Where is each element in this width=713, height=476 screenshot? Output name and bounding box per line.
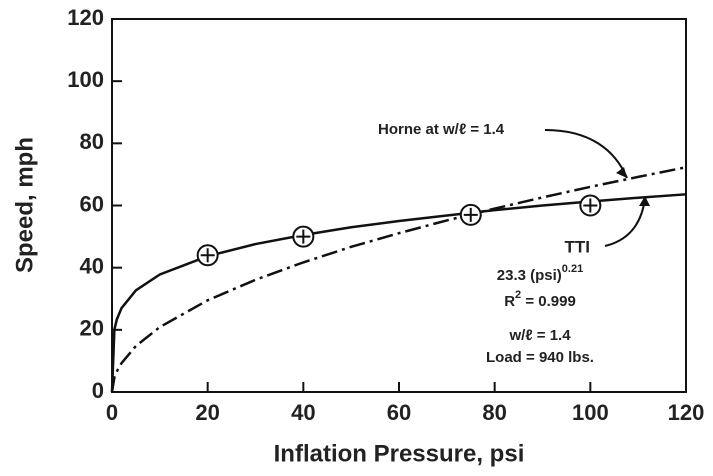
series-line bbox=[110, 193, 687, 393]
x-axis-label: Inflation Pressure, psi bbox=[274, 440, 525, 467]
marker bbox=[459, 203, 482, 226]
x-tick-label: 80 bbox=[482, 400, 506, 425]
y-tick-label: 120 bbox=[67, 5, 104, 30]
x-tick-label: 0 bbox=[106, 400, 118, 425]
annotation: Horne at w/ℓ = 1.4 bbox=[378, 121, 505, 138]
y-tick-label: 60 bbox=[80, 191, 104, 216]
annotation: 23.3 (psi)0.21 bbox=[497, 263, 583, 284]
annotation-sup: 2 bbox=[515, 289, 521, 301]
arrow bbox=[544, 129, 628, 179]
marker-part bbox=[200, 248, 215, 263]
x-tick-label: 40 bbox=[291, 400, 315, 425]
annotation: TTI bbox=[565, 237, 591, 256]
marker bbox=[196, 244, 219, 267]
y-axis-label: Speed, mph bbox=[11, 137, 38, 273]
y-tick-label: 20 bbox=[80, 316, 104, 341]
annotation-text: R bbox=[504, 293, 515, 310]
annotation-text: = 0.999 bbox=[521, 293, 576, 310]
x-tick-label: 120 bbox=[668, 400, 705, 425]
marker bbox=[292, 225, 315, 248]
arrow bbox=[604, 197, 646, 247]
x-tick-label: 20 bbox=[195, 400, 219, 425]
y-tick-label: 0 bbox=[92, 378, 104, 403]
annotation-text: 23.3 (psi) bbox=[497, 267, 562, 284]
marker-part bbox=[463, 207, 478, 222]
x-tick-label: 100 bbox=[572, 400, 609, 425]
marker bbox=[579, 194, 602, 217]
annotation: Load = 940 lbs. bbox=[486, 349, 594, 366]
marker-part bbox=[296, 229, 311, 244]
y-tick-label: 40 bbox=[80, 253, 104, 278]
annotation: w/ℓ = 1.4 bbox=[508, 327, 571, 344]
arrowhead bbox=[639, 196, 650, 206]
arrowhead bbox=[616, 167, 627, 178]
y-tick-label: 100 bbox=[67, 67, 104, 92]
annotation: R2 = 0.999 bbox=[504, 289, 576, 310]
x-tick-label: 60 bbox=[387, 400, 411, 425]
marker-part bbox=[583, 198, 598, 213]
series-line bbox=[110, 166, 687, 393]
annotation-sup: 0.21 bbox=[562, 263, 583, 275]
y-tick-label: 80 bbox=[80, 129, 104, 154]
